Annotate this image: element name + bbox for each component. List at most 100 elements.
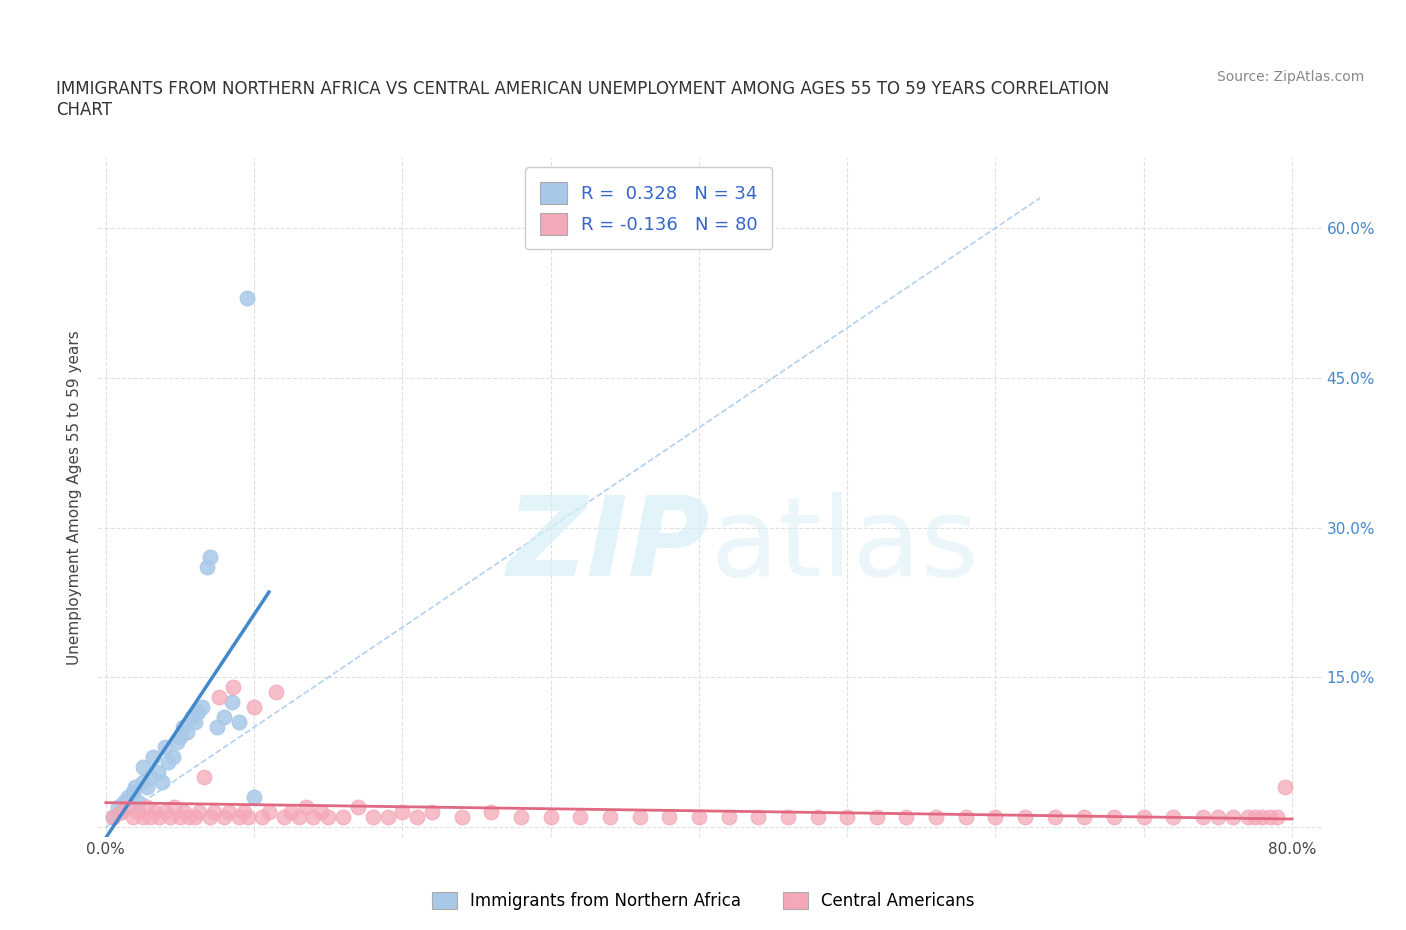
Point (295, 800, 318, 815)
Point (332, 810, 354, 825)
Point (198, 810, 221, 825)
Point (127, 804, 149, 819)
Point (896, 810, 918, 825)
Legend: Immigrants from Northern Africa, Central Americans: Immigrants from Northern Africa, Central… (425, 885, 981, 917)
Point (103, 810, 125, 825)
Point (479, 804, 502, 819)
Point (184, 715, 207, 730)
Point (214, 710, 236, 724)
Point (688, 810, 710, 825)
Point (837, 810, 859, 825)
Point (232, 804, 254, 819)
Point (273, 810, 295, 825)
Point (136, 779, 159, 794)
Y-axis label: Unemployment Among Ages 55 to 59 years: Unemployment Among Ages 55 to 59 years (67, 330, 83, 665)
Point (142, 750, 165, 764)
Point (207, 690, 229, 705)
Point (599, 810, 621, 825)
Point (776, 810, 799, 825)
Point (124, 779, 146, 794)
Point (1043, 810, 1066, 825)
Point (628, 810, 651, 825)
Text: CHART: CHART (56, 101, 112, 119)
Point (153, 804, 176, 819)
Point (1274, 779, 1296, 794)
Text: atlas: atlas (710, 492, 979, 599)
Point (112, 794, 135, 809)
Point (1014, 810, 1036, 825)
Point (266, 684, 288, 699)
Point (177, 810, 200, 825)
Point (1073, 810, 1095, 825)
Text: IMMIGRANTS FROM NORTHERN AFRICA VS CENTRAL AMERICAN UNEMPLOYMENT AMONG AGES 55 T: IMMIGRANTS FROM NORTHERN AFRICA VS CENTR… (56, 80, 1109, 98)
Point (1192, 810, 1215, 825)
Point (187, 705, 209, 720)
Point (1251, 810, 1274, 825)
Point (107, 800, 129, 815)
Point (955, 810, 977, 825)
Point (1236, 810, 1258, 825)
Point (806, 810, 828, 825)
Point (146, 764, 169, 779)
Point (169, 730, 191, 745)
Point (420, 804, 443, 819)
Point (110, 804, 132, 819)
Point (1244, 810, 1267, 825)
Point (316, 810, 339, 825)
Point (1163, 810, 1185, 825)
Point (176, 724, 198, 739)
Point (193, 770, 215, 785)
Text: ZIP: ZIP (506, 492, 710, 599)
Point (153, 739, 176, 754)
Point (984, 810, 1007, 825)
Point (391, 804, 413, 819)
Point (228, 810, 250, 825)
Point (157, 754, 180, 769)
Point (159, 810, 181, 825)
Point (191, 699, 214, 714)
Point (221, 695, 243, 710)
Point (139, 810, 162, 825)
Point (347, 800, 370, 815)
Point (1102, 810, 1125, 825)
Point (1206, 810, 1229, 825)
Point (510, 810, 533, 825)
Point (143, 804, 166, 819)
Point (302, 810, 325, 825)
Point (117, 800, 139, 815)
Point (121, 785, 143, 800)
Point (173, 804, 195, 819)
Point (717, 810, 740, 825)
Point (162, 750, 184, 764)
Point (169, 810, 191, 825)
Point (117, 790, 139, 804)
Point (121, 810, 143, 825)
Point (214, 810, 236, 825)
Point (866, 810, 889, 825)
Point (163, 800, 186, 815)
Point (238, 810, 260, 825)
Point (1258, 810, 1281, 825)
Point (287, 810, 309, 825)
Point (361, 810, 384, 825)
Point (172, 720, 194, 735)
Point (222, 680, 245, 695)
Point (377, 810, 399, 825)
Point (250, 810, 273, 825)
Point (103, 810, 125, 825)
Point (406, 810, 429, 825)
Point (925, 810, 948, 825)
Point (243, 699, 266, 714)
Point (148, 810, 170, 825)
Legend: R =  0.328   N = 34, R = -0.136   N = 80: R = 0.328 N = 34, R = -0.136 N = 80 (526, 167, 772, 249)
Point (195, 560, 218, 575)
Point (235, 290, 257, 305)
Point (450, 810, 472, 825)
Point (243, 790, 266, 804)
Point (1132, 810, 1154, 825)
Point (540, 810, 562, 825)
Point (309, 804, 332, 819)
Point (110, 804, 132, 819)
Point (132, 775, 155, 790)
Point (280, 804, 302, 819)
